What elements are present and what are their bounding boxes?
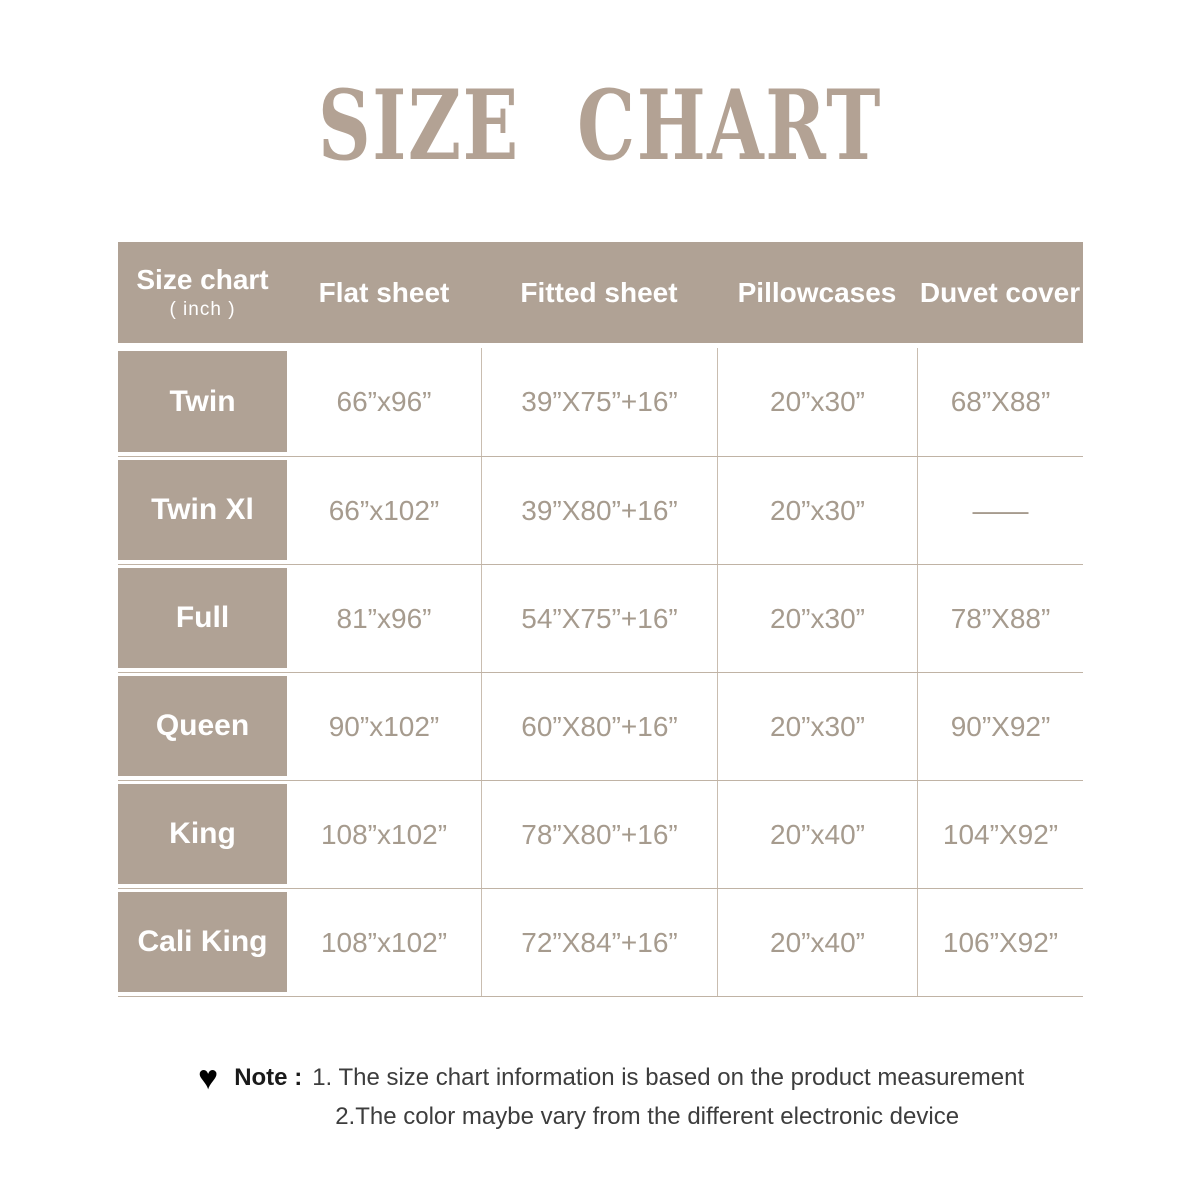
header-size-chart-label: Size chart	[136, 264, 269, 295]
cell-duvet-cover: 90”X92”	[917, 673, 1083, 780]
cell-fitted-sheet: 54”X75”+16”	[481, 565, 717, 672]
cell-flat-sheet: 66”x102”	[328, 494, 440, 526]
cell-flat-sheet: 81”x96”	[336, 602, 432, 634]
row-size-label: Twin Xl	[118, 460, 287, 560]
table-header-row: Size chart ( inch ) Flat sheet Fitted sh…	[118, 242, 1083, 343]
header-cell-size-chart: Size chart ( inch )	[118, 242, 287, 343]
table-row: Queen 90”x102” 60”X80”+16” 20”x30” 90”X9…	[118, 672, 1083, 780]
header-cell-duvet-cover: Duvet cover	[919, 276, 1081, 308]
cell-duvet-cover: 78”X88”	[917, 565, 1083, 672]
header-cell-pillowcases: Pillowcases	[737, 276, 897, 308]
cell-fitted-sheet: 39”X80”+16”	[481, 457, 717, 564]
cell-fitted-sheet: 39”X75”+16”	[481, 348, 717, 456]
cell-duvet-cover: 106”X92”	[917, 889, 1083, 996]
note-line-1: 1. The size chart information is based o…	[312, 1064, 1025, 1091]
table-row: King 108”x102” 78”X80”+16” 20”x40” 104”X…	[118, 780, 1083, 888]
cell-pillowcases: 20”x30”	[717, 565, 917, 672]
header-cell-flat-sheet: Flat sheet	[318, 276, 450, 308]
note-section: ♥ Note : 1. The size chart information i…	[198, 1059, 1024, 1133]
cell-pillowcases: 20”x40”	[717, 889, 917, 996]
row-size-label: King	[118, 784, 287, 884]
cell-fitted-sheet: 60”X80”+16”	[481, 673, 717, 780]
note-line-2: 2.The color maybe vary from the differen…	[335, 1103, 960, 1130]
cell-pillowcases: 20”x30”	[717, 457, 917, 564]
table-row: Twin 66”x96” 39”X75”+16” 20”x30” 68”X88”	[118, 348, 1083, 456]
row-size-label: Cali King	[118, 892, 287, 992]
cell-duvet-cover: 68”X88”	[917, 348, 1083, 456]
cell-flat-sheet: 66”x96”	[336, 386, 432, 417]
cell-flat-sheet: 108”x102”	[320, 926, 448, 958]
table-row: Cali King 108”x102” 72”X84”+16” 20”x40” …	[118, 888, 1083, 996]
row-size-label: Full	[118, 568, 287, 668]
cell-duvet-cover: 104”X92”	[917, 781, 1083, 888]
cell-pillowcases: 20”x30”	[717, 348, 917, 456]
table-body: Twin 66”x96” 39”X75”+16” 20”x30” 68”X88”…	[118, 348, 1083, 997]
cell-duvet-cover: ——	[917, 457, 1083, 564]
row-size-label: Queen	[118, 676, 287, 776]
size-chart-table: Size chart ( inch ) Flat sheet Fitted sh…	[118, 242, 1083, 997]
cell-pillowcases: 20”x30”	[717, 673, 917, 780]
note-label: Note :	[234, 1064, 303, 1091]
cell-flat-sheet: 108”x102”	[320, 818, 448, 850]
row-size-label: Twin	[118, 351, 287, 452]
note-lines: 1. The size chart information is based o…	[312, 1062, 1024, 1133]
table-row: Twin Xl 66”x102” 39”X80”+16” 20”x30” ——	[118, 456, 1083, 564]
table-row: Full 81”x96” 54”X75”+16” 20”x30” 78”X88”	[118, 564, 1083, 672]
header-cell-fitted-sheet: Fitted sheet	[520, 276, 678, 308]
page-title: SIZE CHART	[318, 69, 882, 182]
header-size-chart-unit: ( inch )	[169, 299, 236, 320]
cell-pillowcases: 20”x40”	[717, 781, 917, 888]
heart-icon: ♥	[198, 1059, 219, 1097]
cell-flat-sheet: 90”x102”	[328, 710, 440, 742]
cell-fitted-sheet: 78”X80”+16”	[481, 781, 717, 888]
cell-fitted-sheet: 72”X84”+16”	[481, 889, 717, 996]
